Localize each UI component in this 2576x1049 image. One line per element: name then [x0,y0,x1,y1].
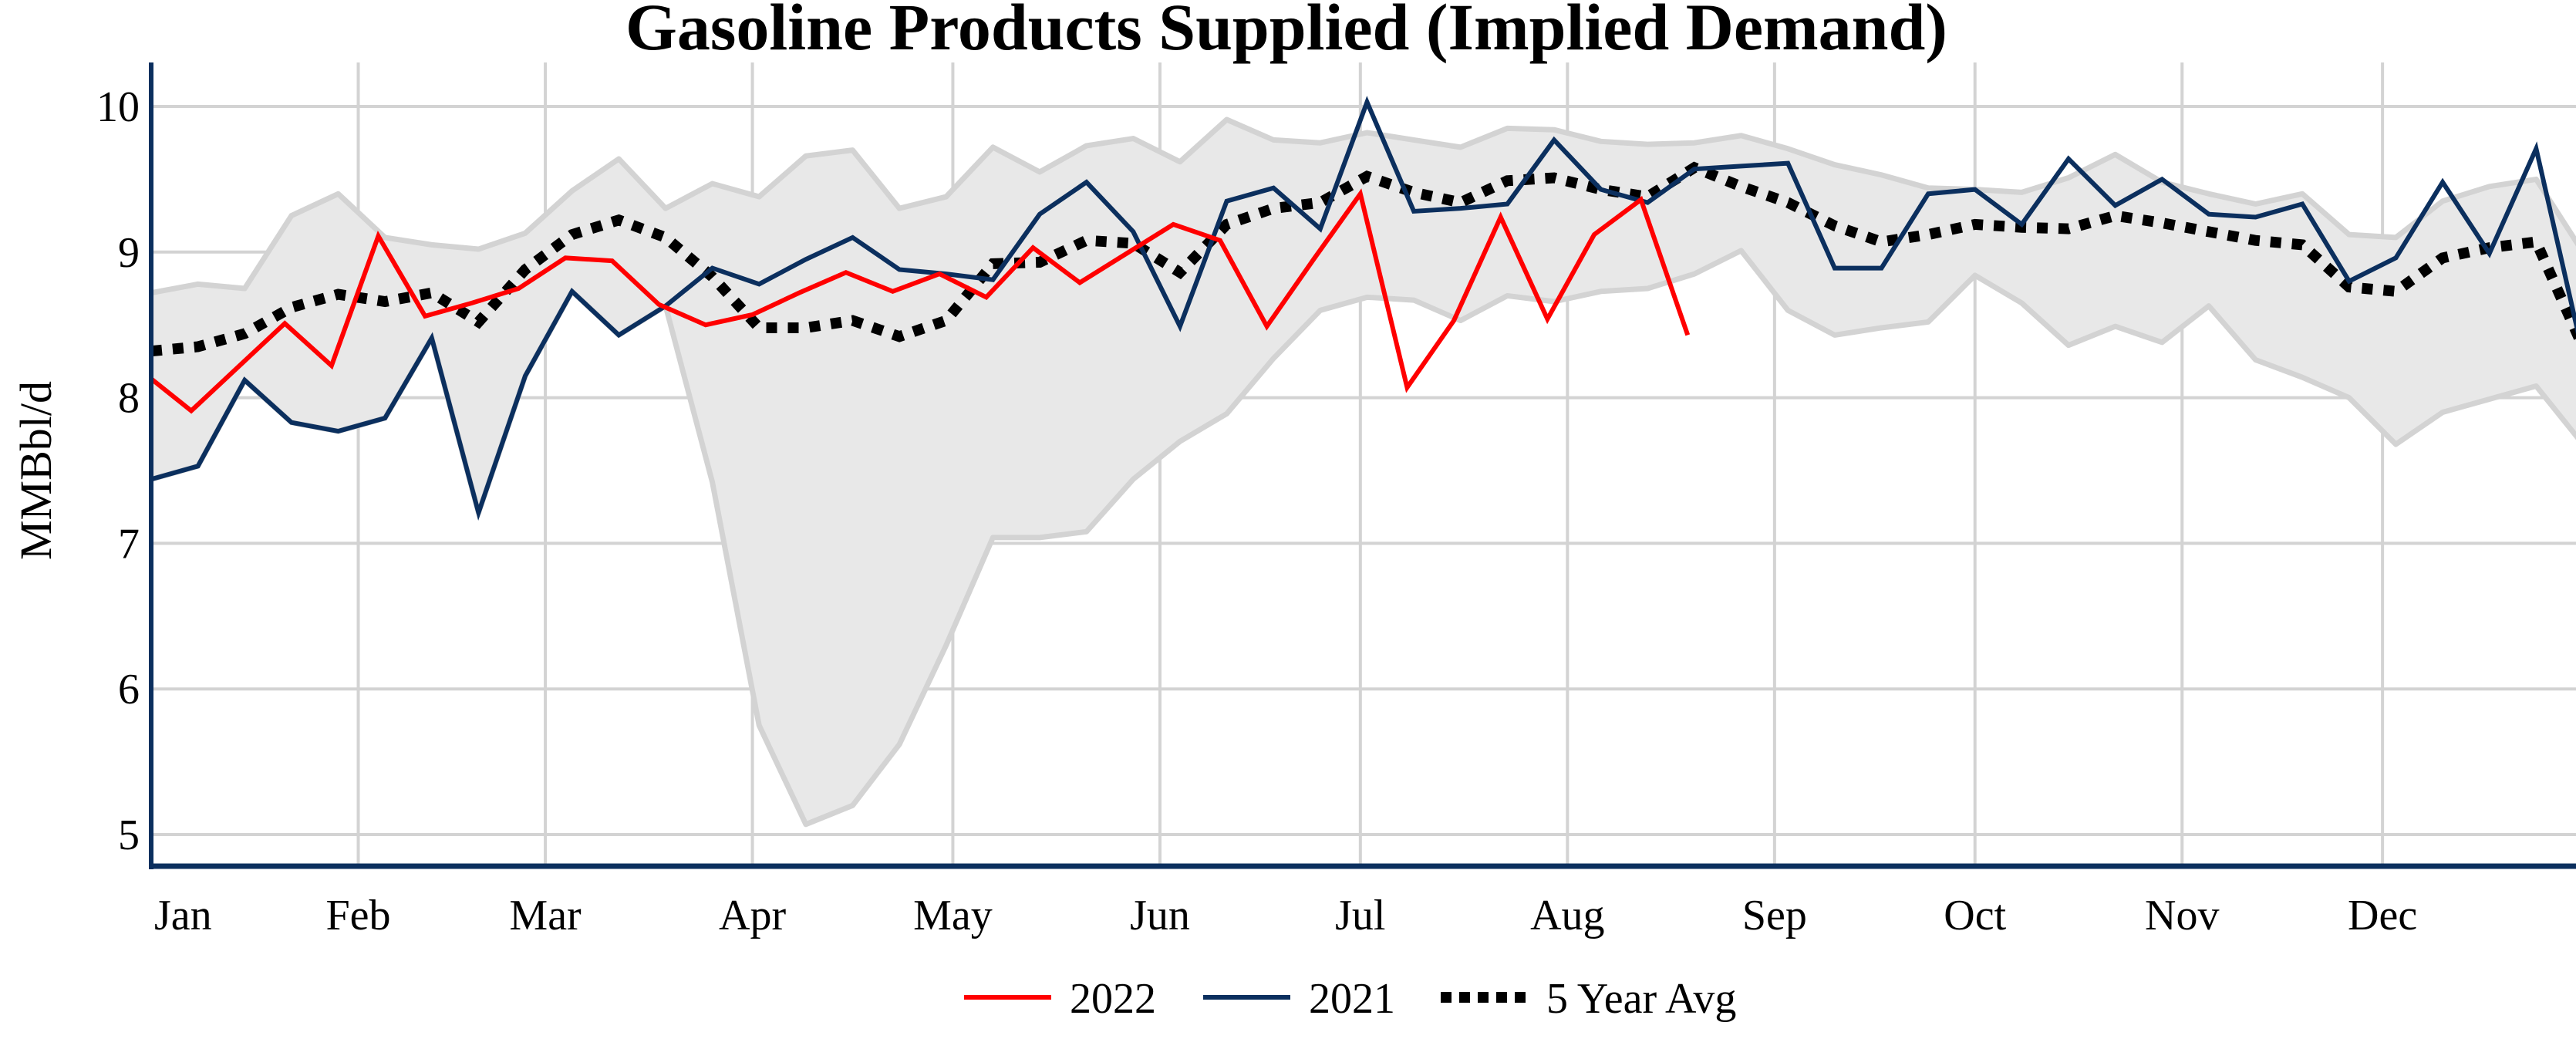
y-tick-label: 8 [118,375,140,423]
y-tick-label: 10 [96,83,140,131]
x-tick-label: Nov [2145,892,2219,939]
legend-label: 2022 [1070,975,1156,1023]
range-band-upper-line [151,116,2576,296]
y-tick-label: 9 [118,229,140,277]
y-tick-label: 6 [118,666,140,713]
x-tick-label: Mar [509,892,582,939]
x-tick-label: Sep [1742,892,1807,939]
series-2022-line [151,188,1691,414]
range-band [151,116,2576,828]
legend-label: 2021 [1309,975,1395,1023]
y-tick-label: 7 [118,520,140,568]
x-tick-label: Aug [1530,892,1604,939]
legend-item-5yr-avg: 5 Year Avg [1441,975,1736,1023]
x-tick-labels: Jan Feb Mar Apr May Jun Jul Aug Sep Oct Nov Dec [154,892,2417,939]
series-lines [151,96,2576,521]
y-axis-title: MMBbl/d [11,381,61,560]
legend-label: 5 Year Avg [1546,975,1736,1023]
legend: 2022 2021 5 Year Avg [964,975,1736,1023]
series-5yr-avg-line [151,161,2576,357]
x-tick-label: Jul [1335,892,1385,939]
x-tick-label: Apr [719,892,786,939]
x-tick-label: Dec [2348,892,2417,939]
legend-item-2021: 2021 [1203,975,1395,1023]
legend-item-2022: 2022 [964,975,1156,1023]
x-tick-label: Feb [326,892,391,939]
x-tick-label: Jun [1130,892,1190,939]
x-tick-label: Oct [1944,892,2006,939]
x-tick-label: Jan [154,892,212,939]
series-2021-line [151,96,2576,521]
chart-title: Gasoline Products Supplied (Implied Dema… [625,0,1947,64]
axes [149,62,2576,869]
x-tick-label: May [913,892,993,939]
range-band-fill [151,119,2576,825]
y-tick-labels: 5 6 7 8 9 10 [96,83,140,859]
y-tick-label: 5 [118,811,140,859]
